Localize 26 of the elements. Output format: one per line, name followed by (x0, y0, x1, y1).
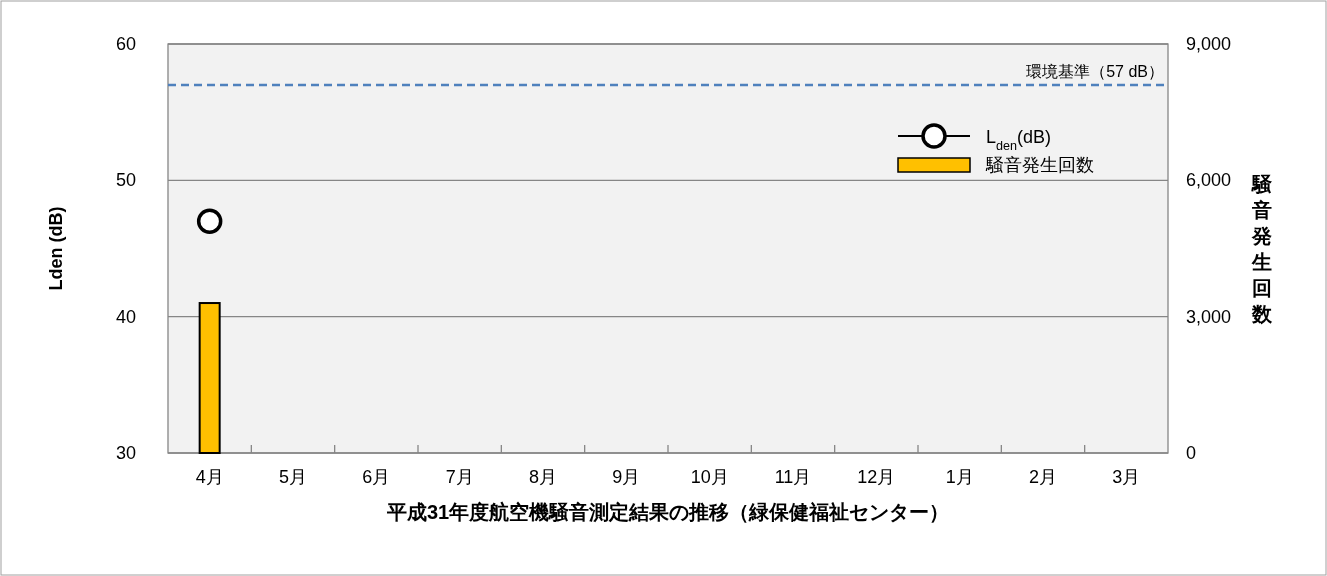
x-tick-label: 1月 (945, 467, 974, 487)
y2-axis-title: 騒音発生回数 (1251, 172, 1273, 325)
y-tick-label: 60 (115, 34, 136, 54)
x-tick-label: 5月 (278, 467, 308, 487)
x-tick-label: 11月 (774, 467, 812, 487)
x-tick-label: 2月 (1028, 467, 1058, 487)
y2-tick-label: 0 (1186, 443, 1197, 463)
x-axis-title: 平成31年度航空機騒音測定結果の推移（緑保健福祉センター） (385, 501, 950, 523)
y2-tick-label: 6,000 (1186, 170, 1232, 191)
y-tick-label: 30 (115, 443, 136, 463)
x-tick-label: 8月 (528, 467, 558, 487)
x-tick-label: 10月 (690, 467, 729, 487)
y-axis-title: Lden (dB) (46, 206, 66, 291)
x-tick-label: 7月 (445, 467, 474, 487)
x-tick-label: 9月 (612, 467, 641, 487)
x-tick-label: 4月 (195, 467, 224, 487)
y2-tick-label: 9,000 (1186, 34, 1232, 54)
y2-tick-label: 3,000 (1186, 306, 1232, 327)
x-tick-label: 3月 (1112, 467, 1141, 487)
ref-line-label: 環境基準（57 dB） (1026, 62, 1164, 80)
legend-label: 騒音発生回数 (985, 155, 1094, 175)
legend-label: L$_{den}$(dB) (986, 127, 1052, 153)
y-tick-label: 40 (115, 306, 136, 327)
x-tick-label: 6月 (362, 467, 391, 487)
y-tick-label: 50 (115, 170, 136, 191)
x-tick-label: 12月 (857, 467, 896, 487)
